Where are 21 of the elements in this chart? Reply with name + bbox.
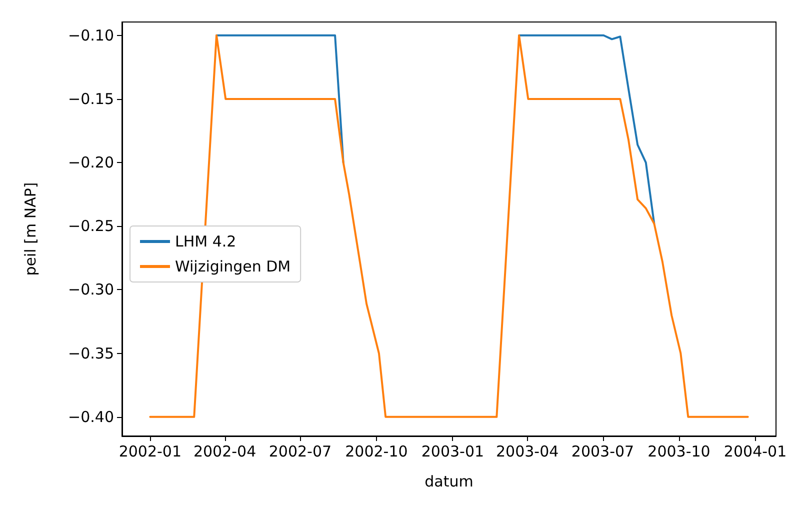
x-tick-label: 2003-07 bbox=[571, 442, 634, 460]
legend-label: LHM 4.2 bbox=[175, 232, 236, 250]
y-axis-title: peil [m NAP] bbox=[22, 182, 40, 276]
x-tick-label: 2004-01 bbox=[724, 442, 787, 460]
y-tick-label: −0.10 bbox=[68, 26, 114, 44]
y-tick-label: −0.25 bbox=[68, 217, 114, 236]
x-tick-label: 2002-07 bbox=[268, 442, 332, 460]
y-tick-label: −0.15 bbox=[68, 90, 114, 108]
x-tick-label: 2002-04 bbox=[193, 442, 256, 460]
x-tick-label: 2002-01 bbox=[118, 442, 182, 460]
y-tick-label: −0.35 bbox=[68, 344, 114, 362]
y-tick-label: −0.40 bbox=[68, 408, 114, 426]
y-tick-label: −0.30 bbox=[68, 280, 114, 299]
x-tick-label: 2003-04 bbox=[496, 442, 559, 460]
legend-label: Wijzigingen DM bbox=[175, 258, 291, 276]
x-axis-title: datum bbox=[424, 472, 474, 490]
line-series bbox=[149, 34, 749, 418]
y-tick-label: −0.20 bbox=[68, 154, 114, 172]
x-tick-label: 2003-01 bbox=[421, 442, 484, 460]
x-tick-label: 2003-10 bbox=[648, 442, 710, 460]
x-tick-label: 2002-10 bbox=[345, 442, 408, 460]
